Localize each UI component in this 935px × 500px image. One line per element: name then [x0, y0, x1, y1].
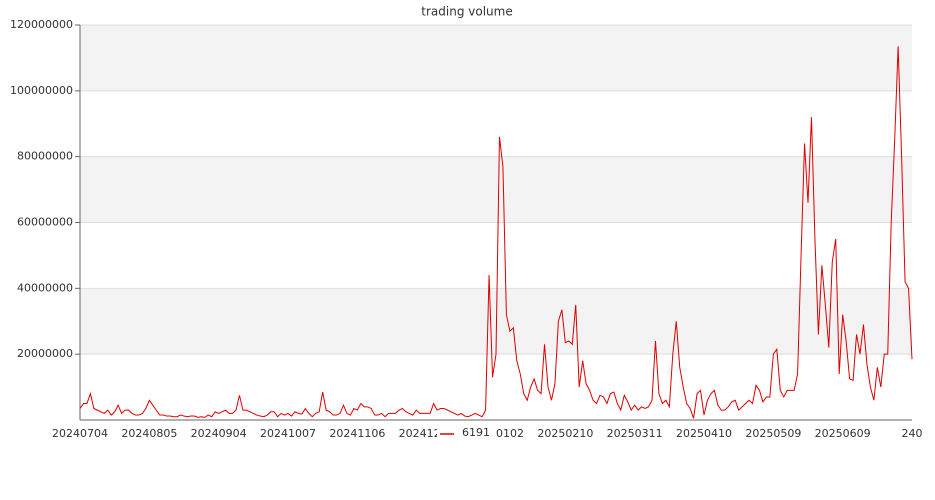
y-tick-label: 80000000 [17, 150, 73, 163]
legend-box [437, 425, 496, 441]
y-tick-label: 40000000 [17, 281, 73, 294]
x-tick-label: 20240704 [52, 427, 108, 440]
x-tick-label: 20241007 [260, 427, 316, 440]
y-tick-label: 20000000 [17, 347, 73, 360]
grid-band [80, 25, 912, 91]
y-tick-label: 100000000 [10, 84, 73, 97]
x-tick-label: 20250410 [676, 427, 732, 440]
legend-label: 6191 [462, 426, 490, 439]
x-tick-label: 20250210 [537, 427, 593, 440]
line-series [79, 46, 913, 419]
grid-band [80, 156, 912, 223]
x-tick-label: 240 [902, 427, 923, 440]
y-tick-label: 60000000 [17, 216, 73, 229]
x-tick-label: 20240904 [191, 427, 247, 440]
x-tick-label: 20250311 [607, 427, 663, 440]
x-tick-label: 20241106 [329, 427, 385, 440]
chart-title: trading volume [421, 5, 512, 19]
y-tick-label: 120000000 [10, 18, 73, 31]
x-tick-label: 20250509 [745, 427, 801, 440]
x-tick-label: 20250609 [815, 427, 871, 440]
x-tick-label: 20240805 [121, 427, 177, 440]
